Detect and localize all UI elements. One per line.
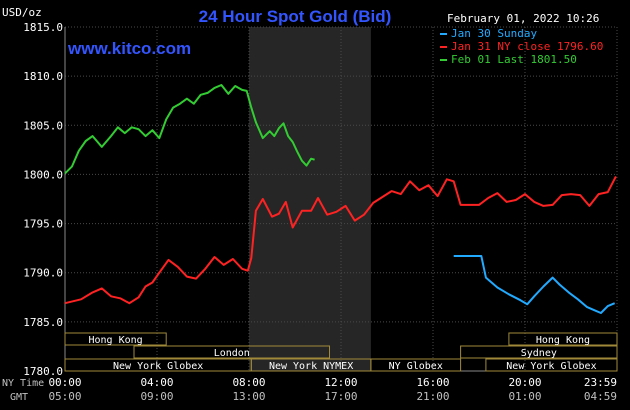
x-tick-label-ny: 00:00: [48, 376, 81, 389]
y-tick-label: 1815.0: [23, 21, 63, 34]
x-tick-label-ny: 20:00: [508, 376, 541, 389]
x-tick-label-gmt: 09:00: [140, 390, 173, 403]
y-tick-label: 1810.0: [23, 70, 63, 83]
legend-entry: Jan 30 Sunday: [451, 27, 537, 40]
market-session-label: New York Globex: [506, 361, 596, 372]
x-tick-label-gmt: 04:59: [584, 390, 617, 403]
market-session-box: [64, 332, 167, 346]
legend-entry: Jan 31 NY close 1796.60: [451, 40, 603, 53]
y-tick-label: 1795.0: [23, 218, 63, 231]
x-tick-label-gmt: 05:00: [48, 390, 81, 403]
legend-entry: Feb 01 Last 1801.50: [451, 53, 577, 66]
x-tick-label-ny: 08:00: [232, 376, 265, 389]
market-session-label: New York NYMEX: [269, 361, 353, 372]
market-session-label: London: [214, 348, 250, 359]
x-tick-label-ny: 16:00: [416, 376, 449, 389]
x-tick-label-gmt: 17:00: [324, 390, 357, 403]
market-session-label: Sydney: [521, 348, 557, 359]
y-tick-label: 1805.0: [23, 119, 63, 132]
market-session-box: [133, 345, 330, 359]
y-unit-label: USD/oz: [2, 6, 42, 19]
y-tick-label: 1800.0: [23, 168, 63, 181]
watermark-text: www.kitco.com: [67, 39, 191, 58]
chart-title: 24 Hour Spot Gold (Bid): [199, 7, 392, 26]
x-tick-label-gmt: 21:00: [416, 390, 449, 403]
x-tick-label-gmt: 01:00: [508, 390, 541, 403]
series-line-3: [64, 84, 315, 175]
market-session-box: [460, 345, 618, 359]
x-tick-label-ny: 04:00: [140, 376, 173, 389]
market-session-box: [508, 332, 618, 346]
market-session-box: [485, 358, 618, 372]
x-tick-label-ny: 23:59: [584, 376, 617, 389]
y-tick-label: 1785.0: [23, 316, 63, 329]
series-line-2: [64, 175, 617, 305]
x-tick-label-gmt: 13:00: [232, 390, 265, 403]
market-session-label: Hong Kong: [536, 335, 590, 346]
timestamp-label: February 01, 2022 10:26: [447, 12, 599, 25]
market-session-box: [370, 358, 462, 372]
market-session-label: NY Globex: [389, 361, 443, 372]
series-line-1: [453, 255, 616, 314]
market-session-label: Hong Kong: [89, 335, 143, 346]
y-tick-label: 1780.0: [23, 365, 63, 378]
market-session-label: New York Globex: [113, 361, 203, 372]
session-shade: [249, 27, 371, 371]
y-tick-label: 1790.0: [23, 267, 63, 280]
x-tick-label-ny: 12:00: [324, 376, 357, 389]
gmt-label: GMT: [10, 392, 28, 403]
ny-time-label: NY Time: [2, 378, 44, 389]
